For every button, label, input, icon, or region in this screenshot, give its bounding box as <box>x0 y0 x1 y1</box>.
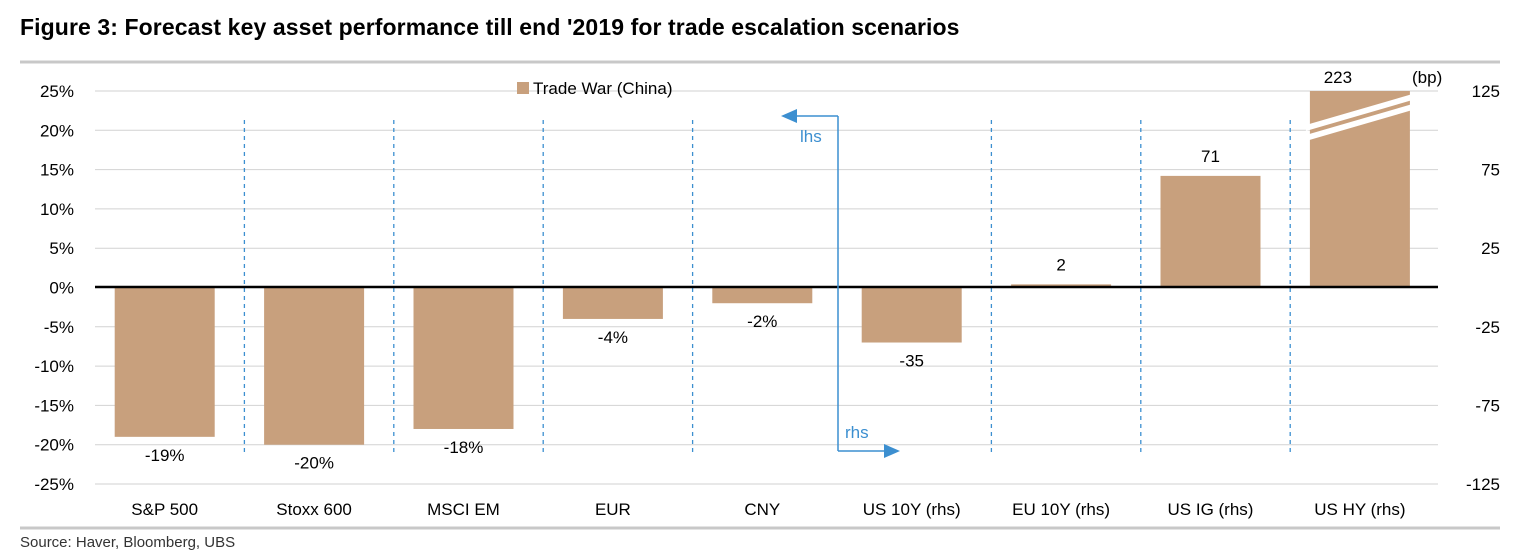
category-label: US HY (rhs) <box>1314 500 1405 519</box>
category-label: MSCI EM <box>427 500 500 519</box>
category-label: US IG (rhs) <box>1168 500 1254 519</box>
axis-side-annotation: lhs rhs <box>781 109 900 458</box>
value-labels: -19% -20% -18% -4% -2% -35 2 71 223 <box>145 68 1352 473</box>
value-label: 223 <box>1324 68 1352 87</box>
left-tick-label: -5% <box>44 318 74 337</box>
left-tick-label: -15% <box>34 396 74 415</box>
rhs-label: rhs <box>845 423 869 442</box>
value-label: -18% <box>444 438 484 457</box>
value-label: -35 <box>899 352 924 371</box>
category-label: S&P 500 <box>131 500 198 519</box>
value-label: -4% <box>598 328 628 347</box>
bar-msci-em <box>413 287 514 429</box>
bar-s-p-500 <box>114 287 215 437</box>
lhs-arrow-head <box>781 109 797 123</box>
right-tick-label: 25 <box>1481 239 1500 258</box>
value-label: -19% <box>145 446 185 465</box>
rhs-arrow-head <box>884 444 900 458</box>
value-label: 71 <box>1201 147 1220 166</box>
left-tick-label: 25% <box>40 82 74 101</box>
bars <box>114 91 1410 445</box>
break-stripe <box>1305 93 1416 131</box>
left-tick-label: 20% <box>40 121 74 140</box>
right-tick-label: -25 <box>1475 318 1500 337</box>
legend: Trade War (China) <box>517 79 673 98</box>
source-note: Source: Haver, Bloomberg, UBS <box>20 534 236 551</box>
category-label: EUR <box>595 500 631 519</box>
category-label: US 10Y (rhs) <box>863 500 961 519</box>
left-tick-label: -20% <box>34 436 74 455</box>
value-label: -2% <box>747 312 777 331</box>
value-label: 2 <box>1056 255 1065 274</box>
bar-eur <box>562 287 663 319</box>
right-tick-label: -125 <box>1466 475 1500 494</box>
right-tick-label: -75 <box>1475 396 1500 415</box>
bar-eu-10y-rhs <box>1011 284 1112 287</box>
left-axis-ticks: 25% 20% 15% 10% 5% 0% -5% -10% -15% -20% -25% <box>34 82 74 494</box>
right-tick-label: 125 <box>1472 82 1500 101</box>
right-axis-unit: (bp) <box>1412 68 1442 87</box>
left-tick-label: -10% <box>34 357 74 376</box>
category-label: CNY <box>744 500 780 519</box>
legend-swatch <box>517 82 529 94</box>
break-stripe <box>1305 103 1416 141</box>
left-tick-label: -25% <box>34 475 74 494</box>
right-axis-ticks: 125 75 25 -25 -75 -125 <box>1466 82 1500 494</box>
left-tick-label: 5% <box>49 239 74 258</box>
left-tick-label: 10% <box>40 200 74 219</box>
category-labels: S&P 500 Stoxx 600 MSCI EM EUR CNY US 10Y (rhs… <box>131 500 1405 519</box>
right-tick-label: 75 <box>1481 161 1500 180</box>
value-label: -20% <box>294 454 334 473</box>
left-tick-label: 15% <box>40 161 74 180</box>
category-label: EU 10Y (rhs) <box>1012 500 1110 519</box>
legend-label: Trade War (China) <box>533 79 673 98</box>
bar-us-ig-rhs <box>1160 175 1261 287</box>
axis-break-mark <box>1305 93 1416 141</box>
bar-us-10y-rhs <box>861 287 962 343</box>
left-tick-label: 0% <box>49 279 74 298</box>
bar-stoxx-600 <box>264 287 365 445</box>
category-label: Stoxx 600 <box>276 500 352 519</box>
figure-title: Figure 3: Forecast key asset performance… <box>20 14 960 40</box>
lhs-label: lhs <box>800 127 822 146</box>
bar-cny <box>712 287 813 304</box>
